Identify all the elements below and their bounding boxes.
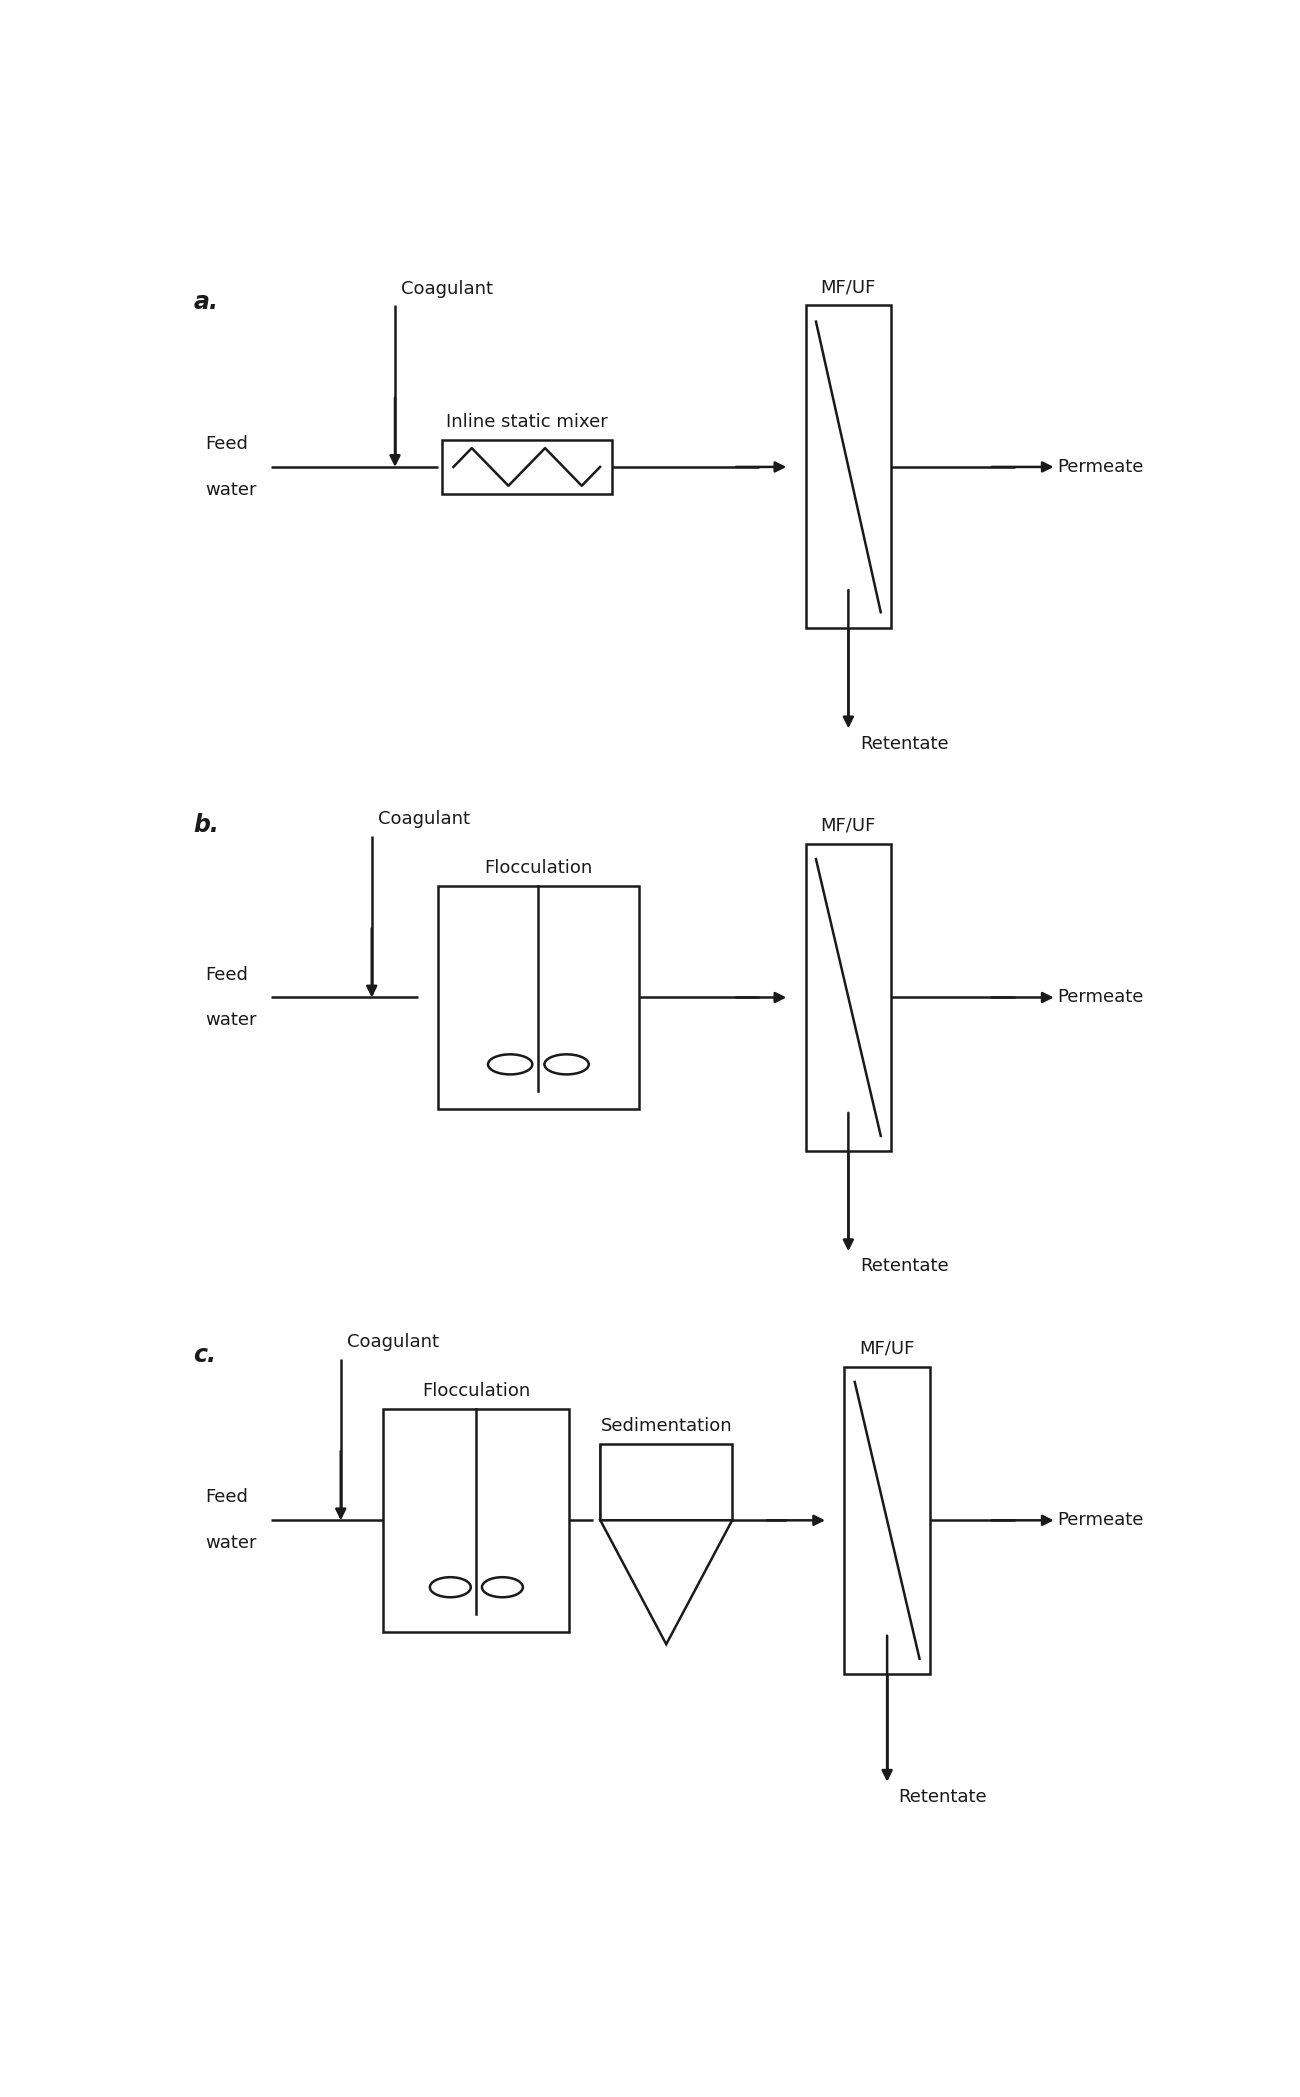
Bar xyxy=(438,885,640,1109)
Text: Retentate: Retentate xyxy=(861,734,949,753)
Text: Coagulant: Coagulant xyxy=(347,1334,439,1350)
Bar xyxy=(845,1367,929,1673)
Text: water: water xyxy=(205,1011,256,1030)
Text: water: water xyxy=(205,1535,256,1552)
Bar xyxy=(384,1409,569,1631)
Text: a.: a. xyxy=(194,289,218,315)
Text: MF/UF: MF/UF xyxy=(820,279,876,296)
Text: Permeate: Permeate xyxy=(1058,988,1144,1007)
Text: Coagulant: Coagulant xyxy=(378,809,471,828)
Bar xyxy=(442,440,612,495)
Text: MF/UF: MF/UF xyxy=(859,1340,915,1357)
Polygon shape xyxy=(601,1520,732,1644)
Text: MF/UF: MF/UF xyxy=(820,816,876,835)
Text: Flocculation: Flocculation xyxy=(422,1382,530,1399)
Text: c.: c. xyxy=(194,1344,217,1367)
Text: Retentate: Retentate xyxy=(898,1789,988,1806)
Text: Inline static mixer: Inline static mixer xyxy=(446,413,607,430)
Text: Retentate: Retentate xyxy=(861,1258,949,1275)
Text: Sedimentation: Sedimentation xyxy=(601,1418,732,1434)
Text: Coagulant: Coagulant xyxy=(402,279,493,298)
Text: water: water xyxy=(205,480,256,499)
Text: Feed: Feed xyxy=(205,434,248,453)
Text: Permeate: Permeate xyxy=(1058,1512,1144,1529)
Text: Flocculation: Flocculation xyxy=(484,860,593,877)
Text: Feed: Feed xyxy=(205,1489,248,1506)
Text: Feed: Feed xyxy=(205,965,248,983)
Bar xyxy=(806,843,891,1151)
Bar xyxy=(601,1445,732,1520)
Text: Permeate: Permeate xyxy=(1058,457,1144,476)
Text: b.: b. xyxy=(194,814,220,837)
Bar xyxy=(806,306,891,629)
